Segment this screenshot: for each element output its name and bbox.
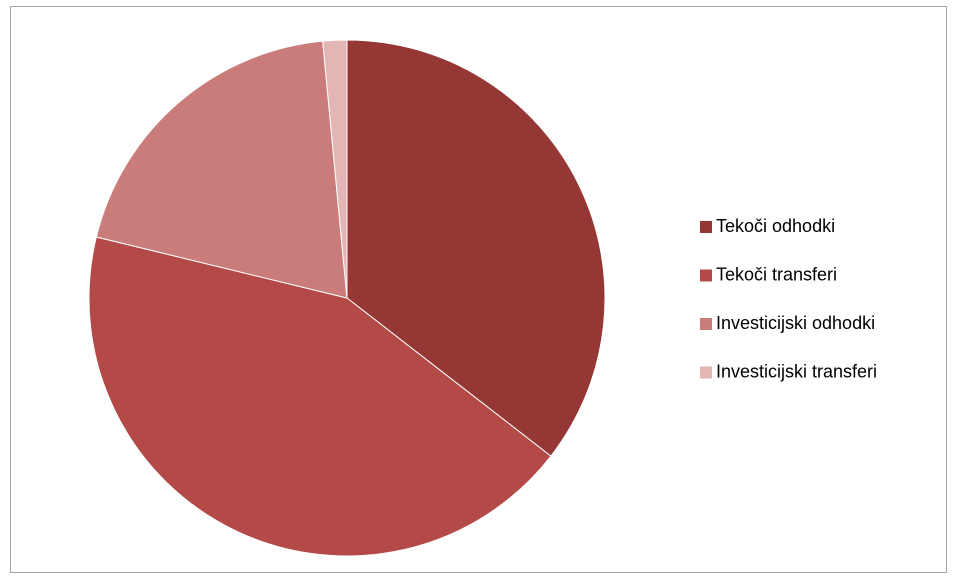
legend-swatch bbox=[700, 221, 712, 233]
legend-label: Tekoči odhodki bbox=[716, 216, 835, 236]
legend-label: Tekoči transferi bbox=[716, 264, 837, 284]
pie-slice bbox=[322, 39, 348, 299]
legend-swatch bbox=[700, 318, 712, 330]
legend-label: Investicijski odhodki bbox=[716, 313, 875, 333]
legend-label: Investicijski transferi bbox=[716, 361, 877, 381]
legend-swatch bbox=[700, 366, 712, 379]
pie-slice bbox=[88, 236, 552, 557]
legend-swatch bbox=[700, 269, 712, 282]
pie-slice bbox=[346, 39, 606, 457]
pie-slice bbox=[95, 40, 348, 299]
